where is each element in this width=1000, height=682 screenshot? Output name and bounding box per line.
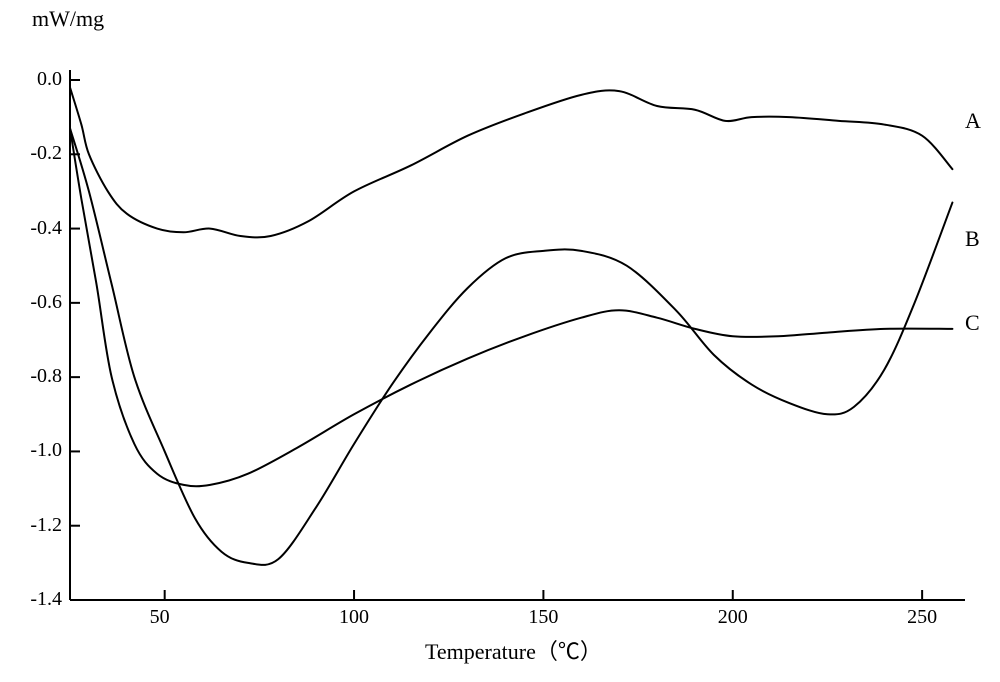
x-tick-label: 250 <box>907 606 937 629</box>
series-label-A: A <box>965 108 981 134</box>
y-tick-label: -0.8 <box>30 365 62 388</box>
series-label-B: B <box>965 226 980 252</box>
y-tick-label: -1.4 <box>30 588 62 611</box>
series-line-C <box>70 128 952 486</box>
y-tick-label: -1.0 <box>30 439 62 462</box>
y-tick-label: -0.2 <box>30 142 62 165</box>
x-axis-label: Temperature（℃） <box>425 634 602 666</box>
chart-svg <box>0 0 1000 677</box>
x-tick-label: 100 <box>339 606 369 629</box>
y-tick-label: -0.4 <box>30 217 62 240</box>
x-tick-label: 150 <box>528 606 558 629</box>
x-tick-label: 50 <box>150 606 170 629</box>
y-tick-label: -1.2 <box>30 514 62 537</box>
y-axis-label: mW/mg <box>32 6 104 32</box>
dsc-thermogram-chart: mW/mg Temperature（℃） 0.0 -0.2 -0.4 -0.6 -0.8… <box>0 0 1000 677</box>
x-tick-label: 200 <box>718 606 748 629</box>
y-tick-label: -0.6 <box>30 291 62 314</box>
series-line-A <box>70 87 952 237</box>
y-tick-label: 0.0 <box>37 68 62 91</box>
series-label-C: C <box>965 310 980 336</box>
series-line-B <box>70 128 952 565</box>
